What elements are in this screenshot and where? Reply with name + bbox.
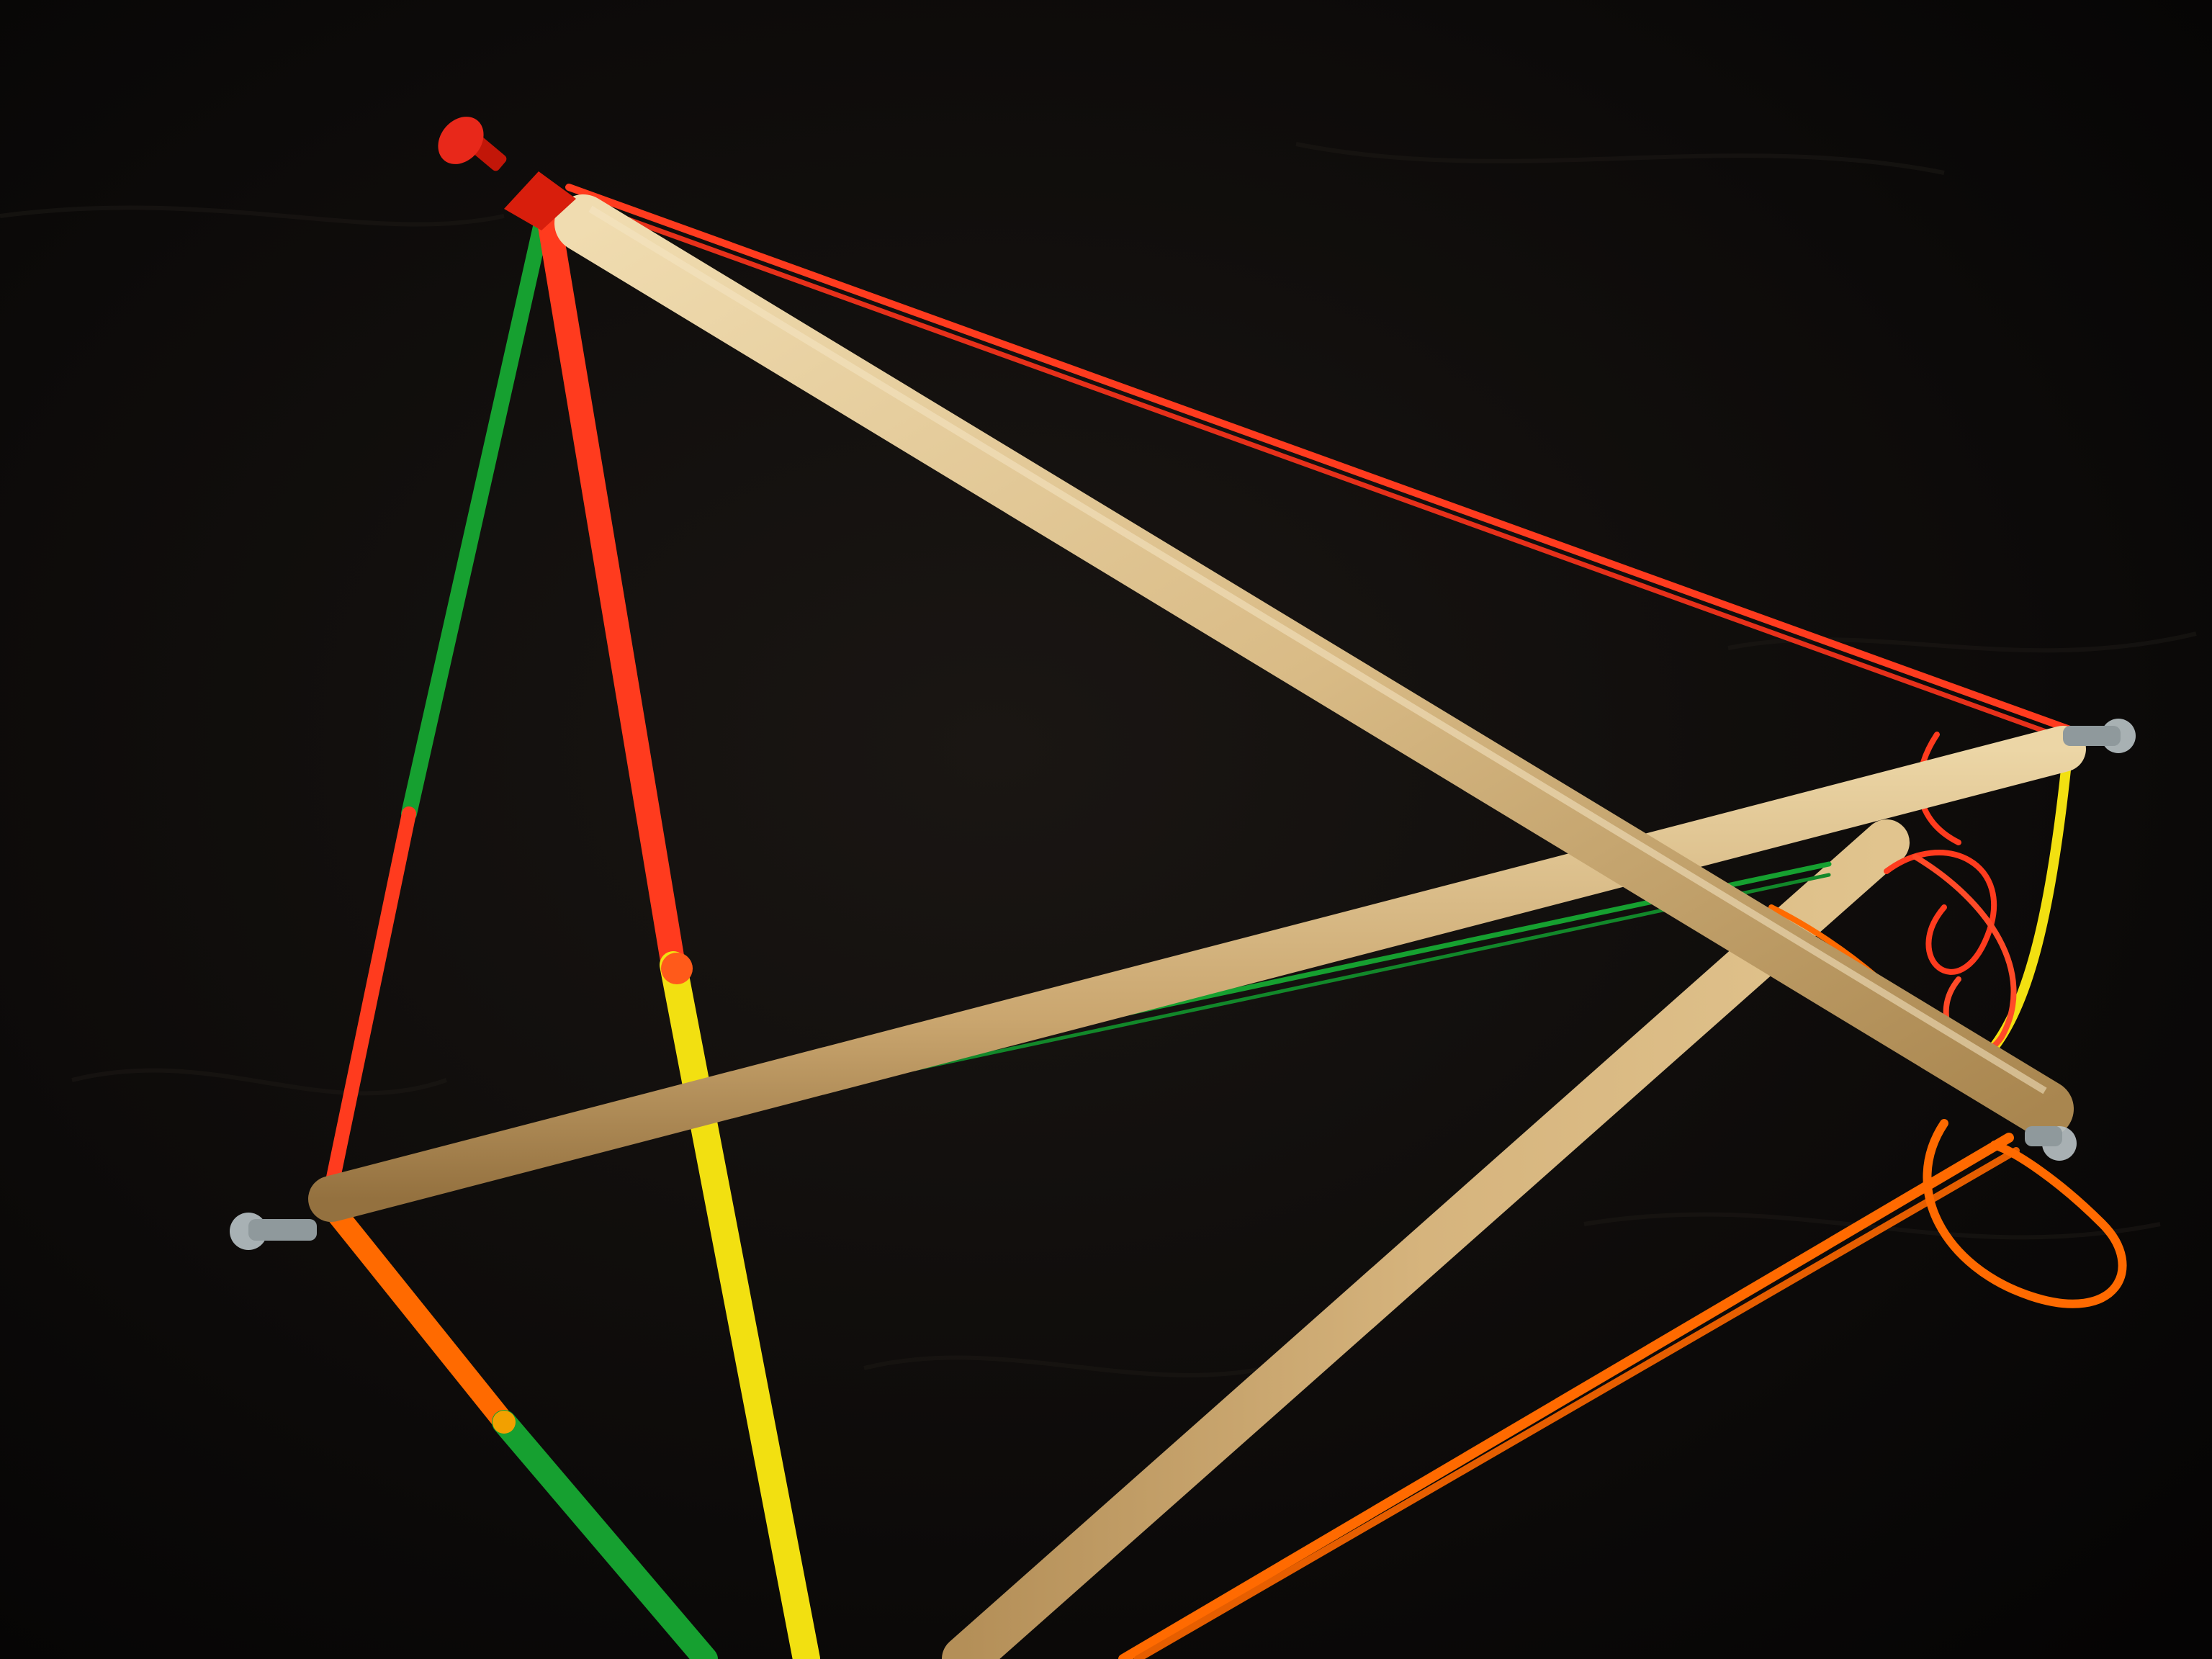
wooden-rod-lower: [942, 819, 1910, 1659]
elastic-bands: [317, 184, 2127, 1659]
orange-band-right: [1118, 1133, 2014, 1659]
green-band-lower: [492, 1410, 718, 1659]
band-knot-lower: [493, 1411, 516, 1434]
orange-band-right-2: [1134, 1147, 2020, 1659]
push-pin-left: [230, 1213, 317, 1250]
green-band-left: [401, 190, 555, 822]
rod-highlight: [588, 205, 2047, 1094]
push-pin-right-bottom: [2025, 1126, 2077, 1161]
push-pin-top: [438, 117, 576, 230]
red-band-top-2: [566, 195, 2077, 745]
orange-band-left: [317, 1192, 515, 1433]
wooden-rod-upper: [554, 194, 2074, 1138]
red-band-top: [565, 184, 2077, 734]
push-pin-right-top: [2063, 719, 2136, 753]
wooden-rod-middle: [308, 726, 2086, 1222]
red-band-center: [535, 197, 685, 977]
cloth-wrinkles: [0, 142, 2197, 1377]
band-knot-center: [661, 953, 693, 984]
red-band-left: [325, 806, 416, 1188]
